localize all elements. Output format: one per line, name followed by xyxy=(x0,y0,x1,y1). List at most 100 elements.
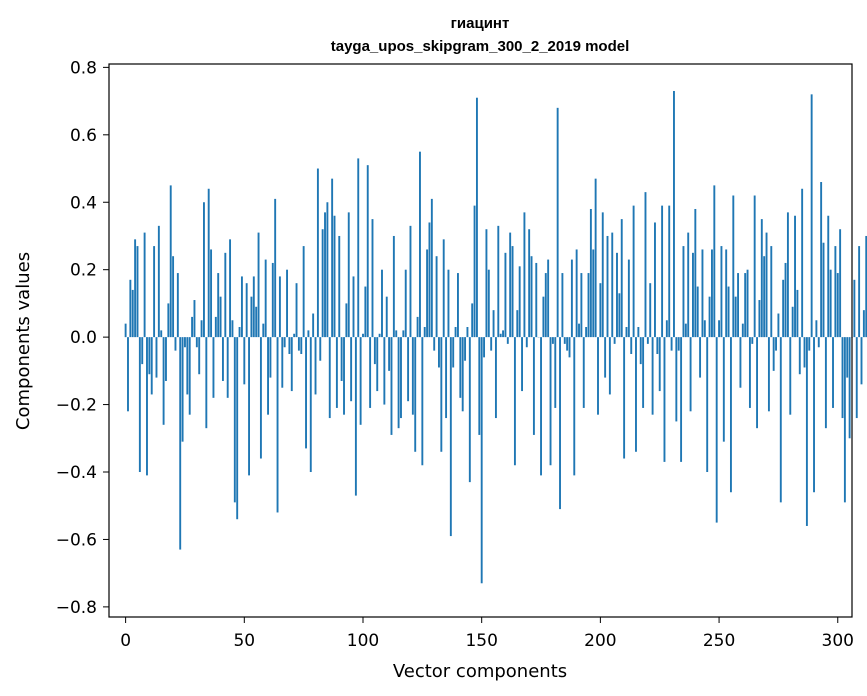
bar-74 xyxy=(300,337,303,354)
bar-128 xyxy=(428,222,431,338)
bar-53 xyxy=(250,296,253,338)
bar-70 xyxy=(290,337,293,392)
bar-229 xyxy=(668,205,671,338)
bar-278 xyxy=(784,262,787,338)
bar-168 xyxy=(523,212,526,338)
bar-267 xyxy=(758,300,761,338)
bar-288 xyxy=(808,337,811,351)
bar-213 xyxy=(630,337,633,354)
bar-82 xyxy=(319,337,322,361)
bar-111 xyxy=(388,337,391,371)
bar-232 xyxy=(675,337,678,422)
bar-100 xyxy=(362,333,364,338)
bar-0 xyxy=(124,323,127,338)
bar-49 xyxy=(240,276,243,338)
bar-84 xyxy=(324,212,326,338)
bar-185 xyxy=(563,337,566,344)
bar-171 xyxy=(530,256,533,338)
bar-271 xyxy=(767,337,770,412)
bar-264 xyxy=(751,337,754,344)
bar-190 xyxy=(575,249,578,338)
bar-259 xyxy=(739,337,742,388)
bar-245 xyxy=(706,337,709,473)
bar-147 xyxy=(473,205,476,338)
bar-202 xyxy=(604,337,607,378)
bar-59 xyxy=(264,259,267,338)
bar-172 xyxy=(532,337,535,435)
bar-173 xyxy=(535,262,538,338)
bar-266 xyxy=(756,337,758,429)
bar-149 xyxy=(478,337,481,435)
bar-207 xyxy=(616,252,618,338)
bar-127 xyxy=(426,249,429,338)
bar-297 xyxy=(829,269,832,338)
bar-10 xyxy=(148,337,151,375)
bar-18 xyxy=(167,303,170,338)
bar-41 xyxy=(221,337,224,381)
bar-237 xyxy=(687,232,690,338)
bar-170 xyxy=(528,229,531,338)
bar-262 xyxy=(746,269,749,338)
bar-239 xyxy=(692,252,694,338)
bar-265 xyxy=(753,195,756,338)
bar-64 xyxy=(276,337,279,513)
y-tick-label: −0.2 xyxy=(56,396,97,416)
bar-12 xyxy=(153,246,156,338)
bar-304 xyxy=(846,337,849,378)
bar-210 xyxy=(623,337,626,459)
bar-21 xyxy=(174,337,177,351)
y-tick-label: 0.4 xyxy=(70,193,97,213)
bar-105 xyxy=(373,337,376,365)
bar-242 xyxy=(699,337,702,378)
bar-86 xyxy=(328,337,331,419)
bar-122 xyxy=(414,337,417,452)
bar-192 xyxy=(580,273,583,338)
bar-300 xyxy=(836,273,839,338)
bar-151 xyxy=(483,337,486,358)
bar-195 xyxy=(587,273,590,338)
chart-title-line-1: гиацинт xyxy=(451,15,510,32)
bar-201 xyxy=(601,212,604,338)
bar-106 xyxy=(376,337,379,392)
bar-256 xyxy=(732,195,735,338)
bar-233 xyxy=(677,337,680,351)
bar-188 xyxy=(570,259,573,338)
bar-96 xyxy=(352,276,355,338)
y-tick-label: 0.0 xyxy=(70,328,97,348)
bar-254 xyxy=(727,286,730,338)
bar-143 xyxy=(464,337,467,361)
bar-126 xyxy=(423,327,426,338)
bar-218 xyxy=(642,337,645,408)
bar-5 xyxy=(136,246,139,338)
bar-124 xyxy=(419,151,421,338)
x-tick-label: 100 xyxy=(347,631,379,651)
bar-91 xyxy=(340,337,343,381)
bar-228 xyxy=(665,320,668,338)
bar-291 xyxy=(815,320,818,338)
bar-125 xyxy=(421,337,424,466)
bar-2 xyxy=(129,279,132,338)
bar-60 xyxy=(267,337,269,415)
bar-284 xyxy=(798,337,801,375)
bar-246 xyxy=(708,296,711,338)
bar-236 xyxy=(684,323,687,338)
bar-159 xyxy=(502,330,504,338)
bar-235 xyxy=(682,246,685,338)
bar-167 xyxy=(521,337,523,392)
bar-22 xyxy=(176,273,179,338)
bar-311 xyxy=(862,310,865,338)
bar-94 xyxy=(347,212,350,338)
bar-268 xyxy=(760,219,763,338)
bar-46 xyxy=(233,337,236,503)
bar-29 xyxy=(193,300,196,338)
bar-221 xyxy=(649,283,652,338)
bar-211 xyxy=(625,327,628,338)
bar-158 xyxy=(499,333,502,338)
bar-180 xyxy=(551,337,554,344)
y-tick-label: 0.8 xyxy=(70,58,97,78)
bar-115 xyxy=(397,337,400,429)
bar-181 xyxy=(554,337,557,408)
bar-227 xyxy=(663,337,666,462)
bar-43 xyxy=(226,337,229,398)
